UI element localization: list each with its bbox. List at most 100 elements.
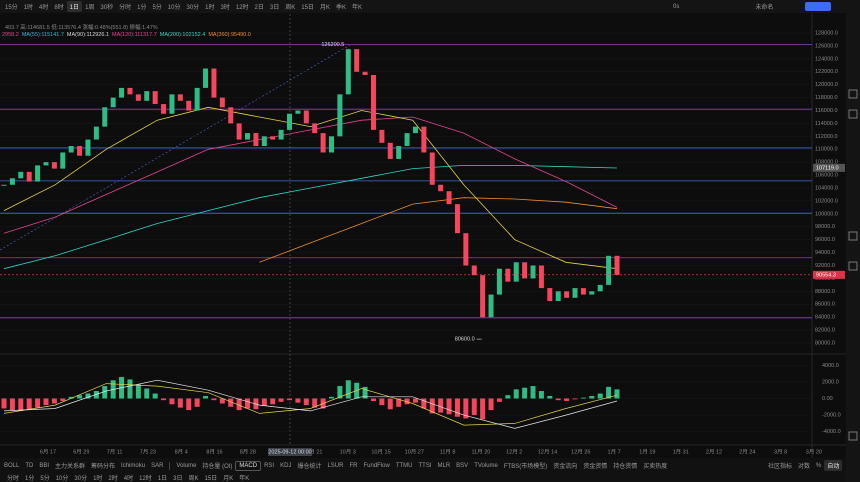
macd-bar — [597, 393, 603, 399]
axis-option[interactable]: % — [816, 462, 822, 469]
period-button[interactable]: 10分 — [55, 475, 69, 482]
period-button[interactable]: 3日 — [173, 475, 183, 482]
indicator-tab[interactable]: BBI — [39, 462, 50, 469]
indicator-tab[interactable]: 爆仓统计 — [297, 464, 322, 470]
period-button[interactable]: 30秒 — [100, 5, 114, 11]
period-button[interactable]: 月K — [319, 5, 330, 11]
indicator-tab[interactable]: 买卖热度 — [643, 464, 668, 470]
indicator-tab[interactable]: MACD — [235, 460, 262, 471]
period-button[interactable]: 1时 — [23, 5, 34, 11]
x-tick-label: 3月 20 — [806, 448, 822, 455]
indicator-tab[interactable]: BOLL — [4, 462, 20, 469]
period-button[interactable]: 30分 — [74, 475, 88, 482]
period-button[interactable]: 周K — [188, 475, 199, 482]
period-button[interactable]: 周K — [285, 5, 296, 11]
side-icon[interactable] — [848, 231, 858, 241]
candle — [387, 142, 393, 159]
indicator-tab[interactable]: TTMU — [395, 462, 413, 469]
indicator-tab[interactable]: BSV — [456, 462, 469, 469]
macd-bar — [589, 396, 595, 399]
indicator-tab[interactable]: Volume — [176, 462, 197, 469]
side-icon[interactable] — [848, 89, 858, 99]
indicator-tab[interactable]: TD — [25, 462, 34, 469]
y-tick-label: 0.00 — [822, 396, 833, 402]
y-tick-label: 92000.0 — [815, 263, 835, 269]
period-button[interactable]: 分时 — [119, 5, 132, 11]
period-button[interactable]: 10分 — [167, 5, 181, 11]
y-tick-label: 108000.0 — [815, 160, 838, 166]
top-item[interactable]: 0s — [673, 3, 680, 10]
side-icon[interactable] — [848, 261, 858, 271]
indicator-tab[interactable]: 筹码分布 — [91, 464, 116, 470]
macd-bar — [245, 398, 251, 409]
period-button[interactable]: 8时 — [54, 5, 64, 11]
indicator-tab[interactable]: 资金资情 — [583, 464, 608, 470]
period-button[interactable]: 1分 — [25, 475, 35, 482]
period-button[interactable]: 12时 — [235, 5, 249, 11]
candle — [597, 284, 603, 292]
indicator-tab[interactable]: TVolume — [474, 462, 498, 469]
macd-bar — [564, 398, 570, 401]
period-button[interactable]: 5分 — [152, 5, 162, 11]
indicator-tab[interactable]: LSUR — [327, 462, 344, 469]
last-price-label: 90554.3 — [816, 272, 836, 278]
period-toolbar: 15分 1时 4时 8时 1日 1周 30秒 分时 1分 5分 10分 30分 1时 3时 12时 2日 3日周… — [2, 0, 365, 13]
period-button[interactable]: 季K — [335, 5, 346, 11]
period-button[interactable]: 4时 — [123, 475, 134, 482]
period-button[interactable]: 15分 — [5, 5, 18, 11]
axis-option[interactable]: 社区指标 — [768, 464, 793, 470]
indicator-tab[interactable]: Ichimoku — [121, 462, 146, 469]
candle — [35, 165, 41, 182]
axis-option[interactable]: 自动 — [824, 460, 843, 471]
period-button[interactable]: 年K — [239, 475, 250, 482]
period-button[interactable]: 1时 — [205, 5, 215, 11]
indicator-tab[interactable]: MLR — [437, 462, 451, 469]
side-icon[interactable] — [848, 431, 858, 441]
period-button[interactable]: 1时 — [93, 475, 103, 482]
x-tick-label: 8月 16 — [206, 448, 222, 455]
macd-line — [3, 379, 618, 429]
side-icon[interactable] — [848, 109, 858, 119]
period-button[interactable]: 12时 — [139, 475, 152, 482]
indicator-tab[interactable]: 资金流向 — [553, 464, 578, 470]
top-item[interactable]: 未命名 — [755, 5, 774, 11]
indicator-tab[interactable]: FTBS(市场模型) — [503, 464, 548, 470]
macd-bar — [85, 393, 91, 399]
period-button[interactable]: 15日 — [301, 5, 314, 11]
y-tick-label: -2000.0 — [822, 413, 841, 419]
period-button[interactable]: 1日 — [66, 1, 83, 12]
period-button[interactable]: 3日 — [269, 5, 280, 11]
macd-bar — [446, 398, 452, 415]
period-button[interactable]: 2时 — [108, 475, 118, 482]
period-button[interactable]: 分时 — [7, 475, 20, 482]
indicator-tab[interactable]: FundFlow — [363, 462, 390, 469]
indicator-tab[interactable]: FR — [349, 462, 358, 469]
candle — [102, 107, 108, 127]
period-button[interactable]: 1日 — [157, 475, 168, 482]
period-button[interactable]: 月K — [223, 475, 234, 482]
indicator-tab[interactable]: KDJ — [280, 462, 292, 469]
indicator-tab[interactable]: SAR — [151, 462, 164, 469]
macd-bar — [261, 398, 267, 406]
axis-option[interactable]: 对数 — [798, 464, 811, 470]
period-button[interactable]: 2日 — [254, 5, 264, 11]
candle — [471, 265, 477, 276]
period-button[interactable]: 1分 — [137, 5, 147, 11]
indicator-tab[interactable]: TTSI — [418, 462, 432, 469]
indicator-tab[interactable]: 主力关系群 — [55, 464, 86, 470]
macd-bar — [194, 398, 200, 407]
upload-button[interactable] — [805, 2, 831, 11]
period-button[interactable]: 30分 — [186, 5, 200, 11]
indicator-tab[interactable]: 持仓资情 — [613, 464, 638, 470]
period-button[interactable]: 3时 — [220, 5, 230, 11]
crosshair-box — [268, 448, 312, 456]
indicator-tab[interactable]: 持仓量 (OI) — [202, 464, 233, 470]
period-button[interactable]: 5分 — [40, 475, 50, 482]
indicator-tab[interactable]: RSI — [264, 462, 275, 469]
candle — [77, 146, 83, 156]
period-button[interactable]: 1周 — [85, 5, 95, 11]
period-button[interactable]: 年K — [351, 5, 362, 11]
period-button[interactable]: 15日 — [204, 475, 218, 482]
period-button[interactable]: 4时 — [39, 5, 49, 11]
candle — [538, 265, 544, 289]
